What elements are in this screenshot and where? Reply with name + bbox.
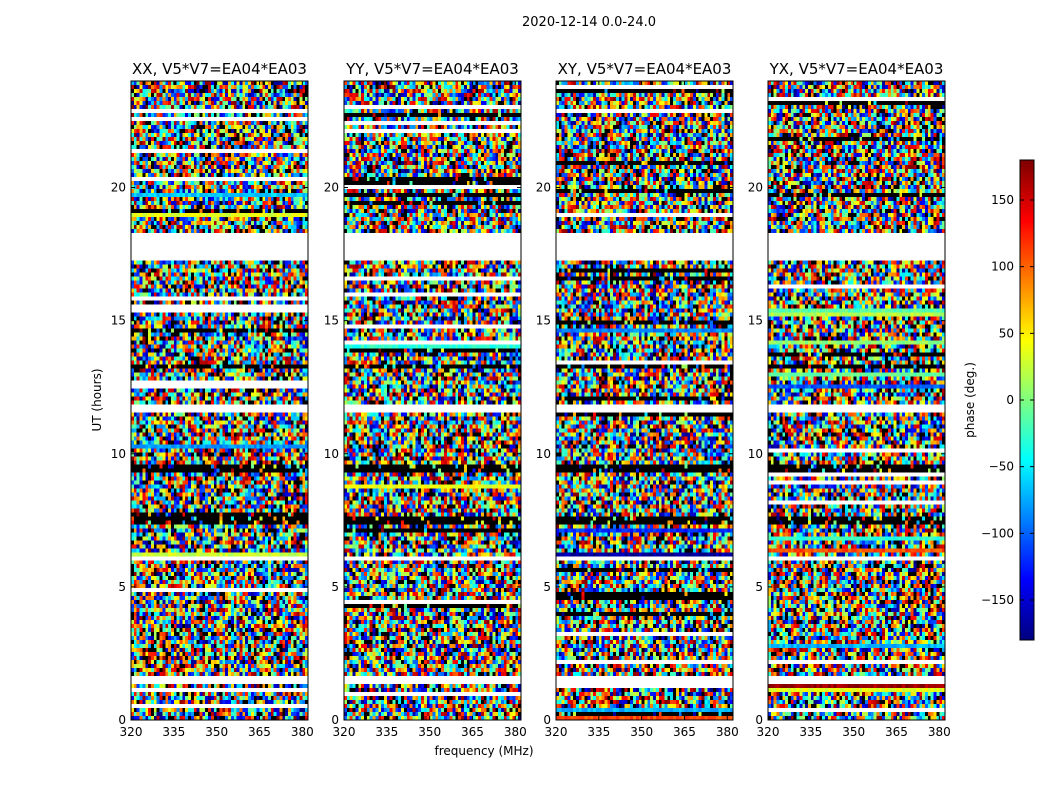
panel-3: XY, V5*V7=EA04*EA03 320 335 350 365 380 0 5 10 15… bbox=[536, 60, 739, 739]
panel-1: XX, V5*V7=EA04*EA03 320 335 350 365 380 0 5 10 15… bbox=[111, 60, 314, 739]
panel-3-xtick-label: 350 bbox=[630, 725, 653, 739]
panel-4-title: YX, V5*V7=EA04*EA03 bbox=[769, 60, 944, 78]
panel-2-heatmap bbox=[344, 81, 521, 720]
panel-2-xtick-label: 335 bbox=[375, 725, 398, 739]
colorbar-tick-label: −100 bbox=[981, 526, 1014, 540]
panel-2-ytick-label: 20 bbox=[324, 181, 339, 195]
panel-4-xtick-label: 335 bbox=[799, 725, 822, 739]
colorbar: −150 −100 −50 0 50 100 150 bbox=[981, 159, 1035, 641]
x-axis-label: frequency (MHz) bbox=[434, 744, 533, 758]
panel-4-ytick-label: 15 bbox=[748, 314, 763, 328]
panel-1-xtick-label: 365 bbox=[248, 725, 271, 739]
panel-1-xtick-label: 380 bbox=[291, 725, 314, 739]
panel-3-frame bbox=[555, 80, 734, 721]
panel-2-ytick-label: 0 bbox=[331, 713, 339, 727]
figure-suptitle: 2020-12-14 0.0-24.0 bbox=[522, 15, 656, 30]
panel-4-xtick-label: 380 bbox=[928, 725, 951, 739]
panel-2-xtick-label: 320 bbox=[333, 725, 356, 739]
panel-3-heatmap bbox=[556, 81, 733, 720]
panel-2-frame bbox=[343, 80, 522, 721]
panel-2-title: YY, V5*V7=EA04*EA03 bbox=[345, 60, 519, 78]
panel-1-ytick-label: 10 bbox=[111, 447, 126, 461]
panel-3-title: XY, V5*V7=EA04*EA03 bbox=[558, 60, 732, 78]
panel-1-xtick-label: 320 bbox=[120, 725, 143, 739]
colorbar-tick-label: 150 bbox=[991, 193, 1014, 207]
panel-1-title: XX, V5*V7=EA04*EA03 bbox=[132, 60, 307, 78]
panel-3-xtick-label: 335 bbox=[587, 725, 610, 739]
colorbar-tick-label: 0 bbox=[1006, 393, 1014, 407]
panels: XX, V5*V7=EA04*EA03 320 335 350 365 380 0 5 10 15… bbox=[111, 60, 951, 739]
panel-2-ytick-label: 5 bbox=[331, 580, 339, 594]
panel-1-ytick-label: 20 bbox=[111, 181, 126, 195]
panel-1-xtick-label: 350 bbox=[205, 725, 228, 739]
colorbar-tick-label: 100 bbox=[991, 260, 1014, 274]
panel-1-ytick-label: 0 bbox=[118, 713, 126, 727]
panel-4-ytick-label: 10 bbox=[748, 447, 763, 461]
panel-4-xtick-label: 365 bbox=[885, 725, 908, 739]
panel-4-ytick-label: 5 bbox=[755, 580, 763, 594]
colorbar-gradient bbox=[1020, 160, 1034, 640]
panel-3-ytick-label: 5 bbox=[543, 580, 551, 594]
panel-4-xtick-label: 350 bbox=[842, 725, 865, 739]
panel-4-frame bbox=[767, 80, 946, 721]
panel-3-xtick-label: 380 bbox=[716, 725, 739, 739]
y-axis-label: UT (hours) bbox=[90, 368, 104, 431]
panel-3-ytick-label: 15 bbox=[536, 314, 551, 328]
panel-2-xtick-label: 350 bbox=[418, 725, 441, 739]
panel-3-ytick-label: 0 bbox=[543, 713, 551, 727]
panel-4-heatmap bbox=[768, 81, 945, 720]
panel-3-xtick-label: 320 bbox=[545, 725, 568, 739]
panel-3-ytick-label: 10 bbox=[536, 447, 551, 461]
panel-2-xtick-label: 365 bbox=[461, 725, 484, 739]
panel-1-xtick-label: 335 bbox=[162, 725, 185, 739]
panel-3-xtick-label: 365 bbox=[673, 725, 696, 739]
panel-4-xtick-label: 320 bbox=[757, 725, 780, 739]
panel-3-ytick-label: 20 bbox=[536, 181, 551, 195]
panel-1-frame bbox=[130, 80, 309, 721]
panel-2-xtick-label: 380 bbox=[504, 725, 527, 739]
panel-1-heatmap bbox=[131, 81, 308, 720]
panel-1-ytick-label: 15 bbox=[111, 314, 126, 328]
panel-4: YX, V5*V7=EA04*EA03 320 335 350 365 380 0 5 10 15… bbox=[748, 60, 951, 739]
colorbar-label: phase (deg.) bbox=[963, 362, 977, 438]
panel-2-ytick-label: 10 bbox=[324, 447, 339, 461]
colorbar-tick-label: −50 bbox=[989, 460, 1014, 474]
colorbar-tick-label: 50 bbox=[999, 326, 1014, 340]
panel-2-ytick-label: 15 bbox=[324, 314, 339, 328]
panel-1-ytick-label: 5 bbox=[118, 580, 126, 594]
panel-4-ytick-label: 0 bbox=[755, 713, 763, 727]
panel-2: YY, V5*V7=EA04*EA03 320 335 350 365 380 0 5 10 15… bbox=[324, 60, 527, 739]
colorbar-tick-label: −150 bbox=[981, 593, 1014, 607]
panel-4-ytick-label: 20 bbox=[748, 181, 763, 195]
